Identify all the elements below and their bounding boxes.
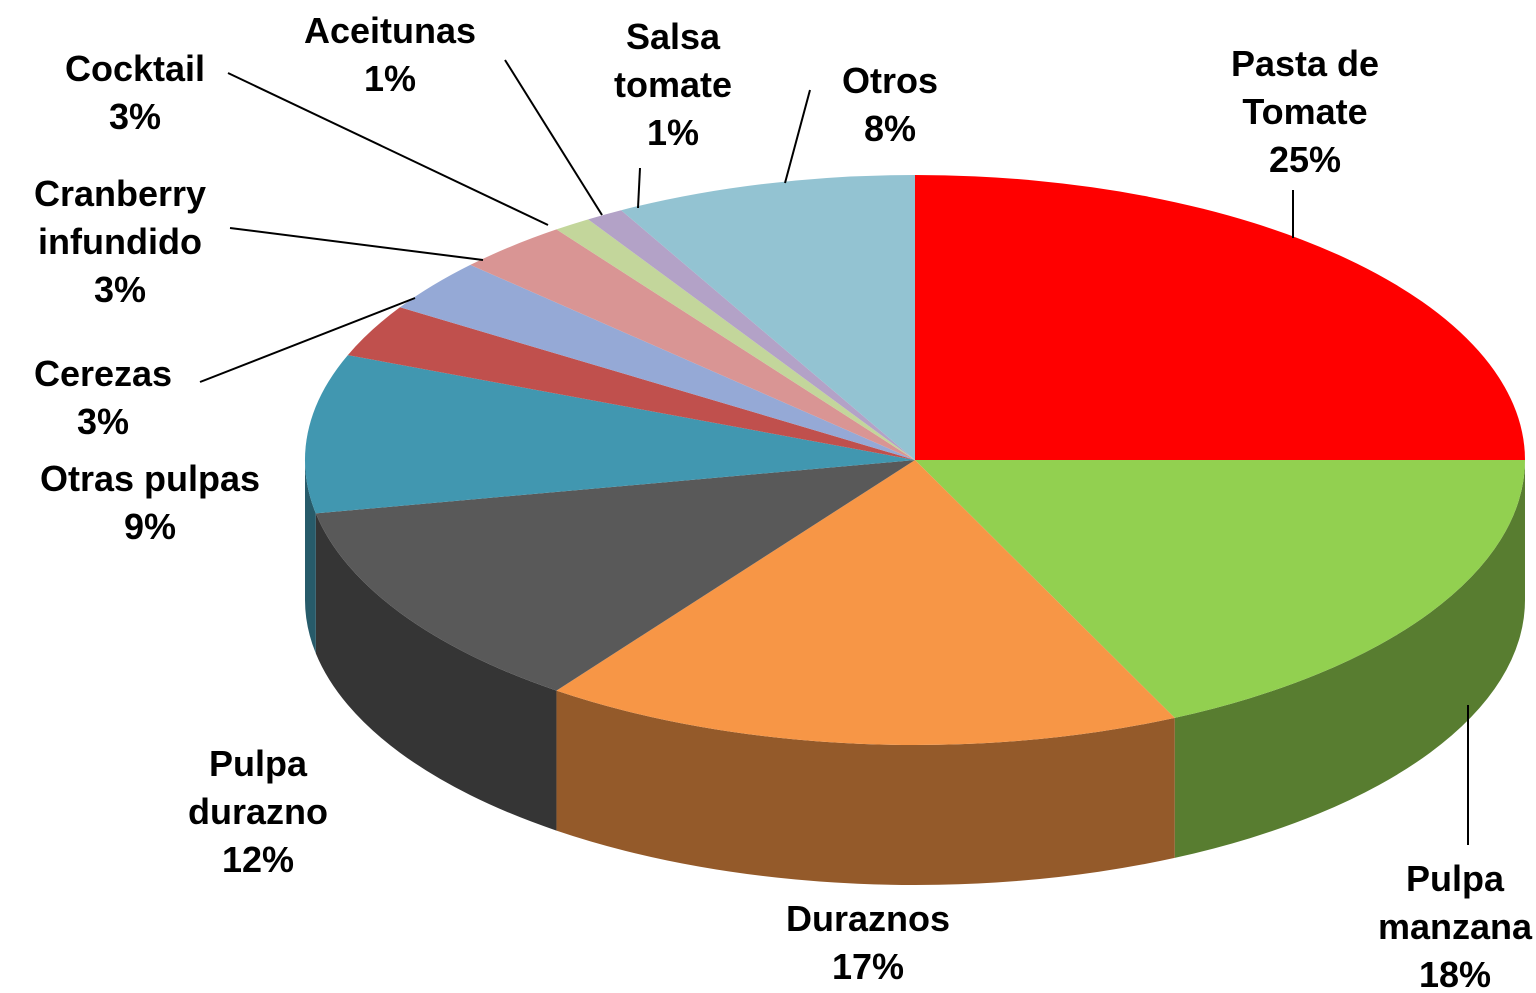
label-name: Cerezas (33, 353, 173, 394)
pie-slice (915, 460, 1525, 718)
data-label: Salsa tomate 1% (583, 13, 763, 157)
label-name: Duraznos (785, 898, 951, 939)
label-value: 25% (1268, 139, 1342, 180)
pie-slice (621, 175, 915, 460)
label-name: Pulpa manzana (1377, 858, 1533, 947)
pie-slice (399, 264, 915, 460)
pie-side (1174, 460, 1525, 858)
label-value: 1% (646, 112, 700, 153)
data-label: Cocktail 3% (25, 45, 245, 141)
data-label: Cranberry infundido 3% (5, 170, 235, 314)
data-label: Cerezas 3% (0, 350, 213, 446)
pie-slice (305, 355, 915, 514)
label-value: 12% (221, 839, 295, 880)
label-name: Salsa tomate (613, 16, 733, 105)
label-value: 17% (831, 946, 905, 987)
pie-slice (556, 219, 915, 460)
label-name: Cranberry infundido (33, 173, 207, 262)
leader-line (784, 89, 811, 184)
data-label: Duraznos 17% (718, 895, 1018, 991)
leader-line (637, 167, 641, 209)
label-name: Otras pulpas (39, 458, 261, 499)
pie-side (315, 513, 557, 831)
data-label: Otras pulpas 9% (0, 455, 300, 551)
data-label: Aceitunas 1% (280, 7, 500, 103)
label-value: 9% (123, 506, 177, 547)
leader-line (227, 72, 549, 226)
data-label: Pulpa manzana 18% (1375, 855, 1535, 993)
label-name: Pulpa durazno (188, 743, 328, 832)
label-name: Pasta de Tomate (1230, 43, 1380, 132)
pie-side (556, 690, 1175, 886)
label-value: 3% (76, 401, 130, 442)
pie-slice (556, 460, 1175, 746)
label-value: 8% (863, 108, 917, 149)
pie-slice (588, 210, 915, 460)
label-value: 18% (1418, 954, 1492, 993)
pie-side (305, 460, 316, 654)
label-name: Otros (841, 60, 938, 101)
leader-line (199, 297, 416, 383)
label-name: Aceitunas (303, 10, 477, 51)
data-label: Otros 8% (790, 57, 990, 153)
data-label: Pulpa durazno 12% (158, 740, 358, 884)
leader-line (229, 227, 484, 261)
label-name: Cocktail (64, 48, 206, 89)
label-value: 3% (93, 269, 147, 310)
label-value: 3% (108, 96, 162, 137)
pie-slice (915, 175, 1525, 460)
leader-line (504, 59, 603, 216)
pie-slice (470, 229, 915, 460)
pie-slice (315, 460, 915, 691)
pie-slice (347, 307, 916, 460)
data-label: Pasta de Tomate 25% (1195, 40, 1415, 184)
label-value: 1% (363, 58, 417, 99)
